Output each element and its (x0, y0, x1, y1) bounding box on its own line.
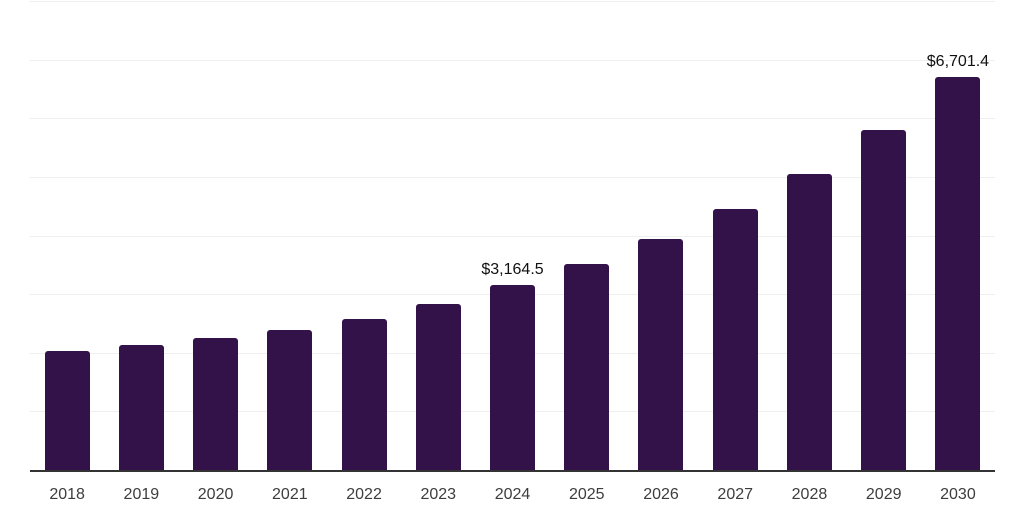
bar-slot-2028 (772, 1, 846, 470)
gridline (30, 118, 995, 120)
x-tick-2019: 2019 (123, 486, 160, 503)
value-label-2024: $3,164.5 (481, 260, 544, 278)
bar-2018 (44, 351, 90, 470)
bar-slot-2026 (624, 1, 698, 470)
x-tick-2018: 2018 (49, 486, 85, 503)
bar-2025 (564, 263, 610, 470)
bar-2028 (786, 173, 832, 470)
bar-slot-2025 (550, 1, 624, 470)
bar-2022 (341, 319, 387, 470)
bar-slot-2023 (401, 1, 475, 470)
bar-2024 (490, 284, 536, 470)
bar-slot-2030: $6,701.4 (921, 1, 995, 470)
plot-area: $3,164.5 $6,701.4 (30, 1, 995, 472)
x-tick-2024: 2024 (494, 486, 531, 503)
bar-slot-2022 (327, 1, 401, 470)
bar-slot-2024: $3,164.5 (475, 1, 549, 470)
x-tick-2020: 2020 (197, 486, 234, 503)
bar-slot-2021 (253, 1, 327, 470)
bar-2026 (638, 238, 684, 470)
gridline (30, 176, 995, 178)
x-tick-2029: 2029 (865, 486, 902, 503)
bar-slot-2029 (847, 1, 921, 470)
bar-2021 (267, 330, 313, 470)
bar-2029 (861, 129, 907, 470)
bar-2020 (193, 338, 239, 470)
bar-slot-2027 (698, 1, 772, 470)
gridline (30, 59, 995, 61)
bars-container: $3,164.5 $6,701.4 (30, 1, 995, 470)
bar-2019 (118, 345, 164, 470)
bar-slot-2018 (30, 1, 104, 470)
gridline (30, 235, 995, 237)
bar-2027 (712, 208, 758, 470)
bar-2030 (935, 77, 981, 470)
x-axis: 2018 2019 2020 2021 2022 2023 2024 2025 2026 2027… (30, 485, 995, 504)
bar-slot-2020 (178, 1, 252, 470)
bar-slot-2019 (104, 1, 178, 470)
x-tick-2023: 2023 (420, 486, 457, 503)
gridline (30, 1, 995, 2)
x-tick-2027: 2027 (717, 486, 754, 503)
x-tick-2030: 2030 (940, 486, 976, 503)
x-tick-2028: 2028 (791, 486, 828, 503)
x-tick-2025: 2025 (568, 486, 605, 503)
x-tick-2022: 2022 (346, 486, 382, 503)
x-tick-2026: 2026 (643, 486, 679, 503)
value-label-2030: $6,701.4 (926, 53, 990, 71)
x-tick-2021: 2021 (272, 486, 308, 503)
bar-2023 (415, 303, 461, 470)
